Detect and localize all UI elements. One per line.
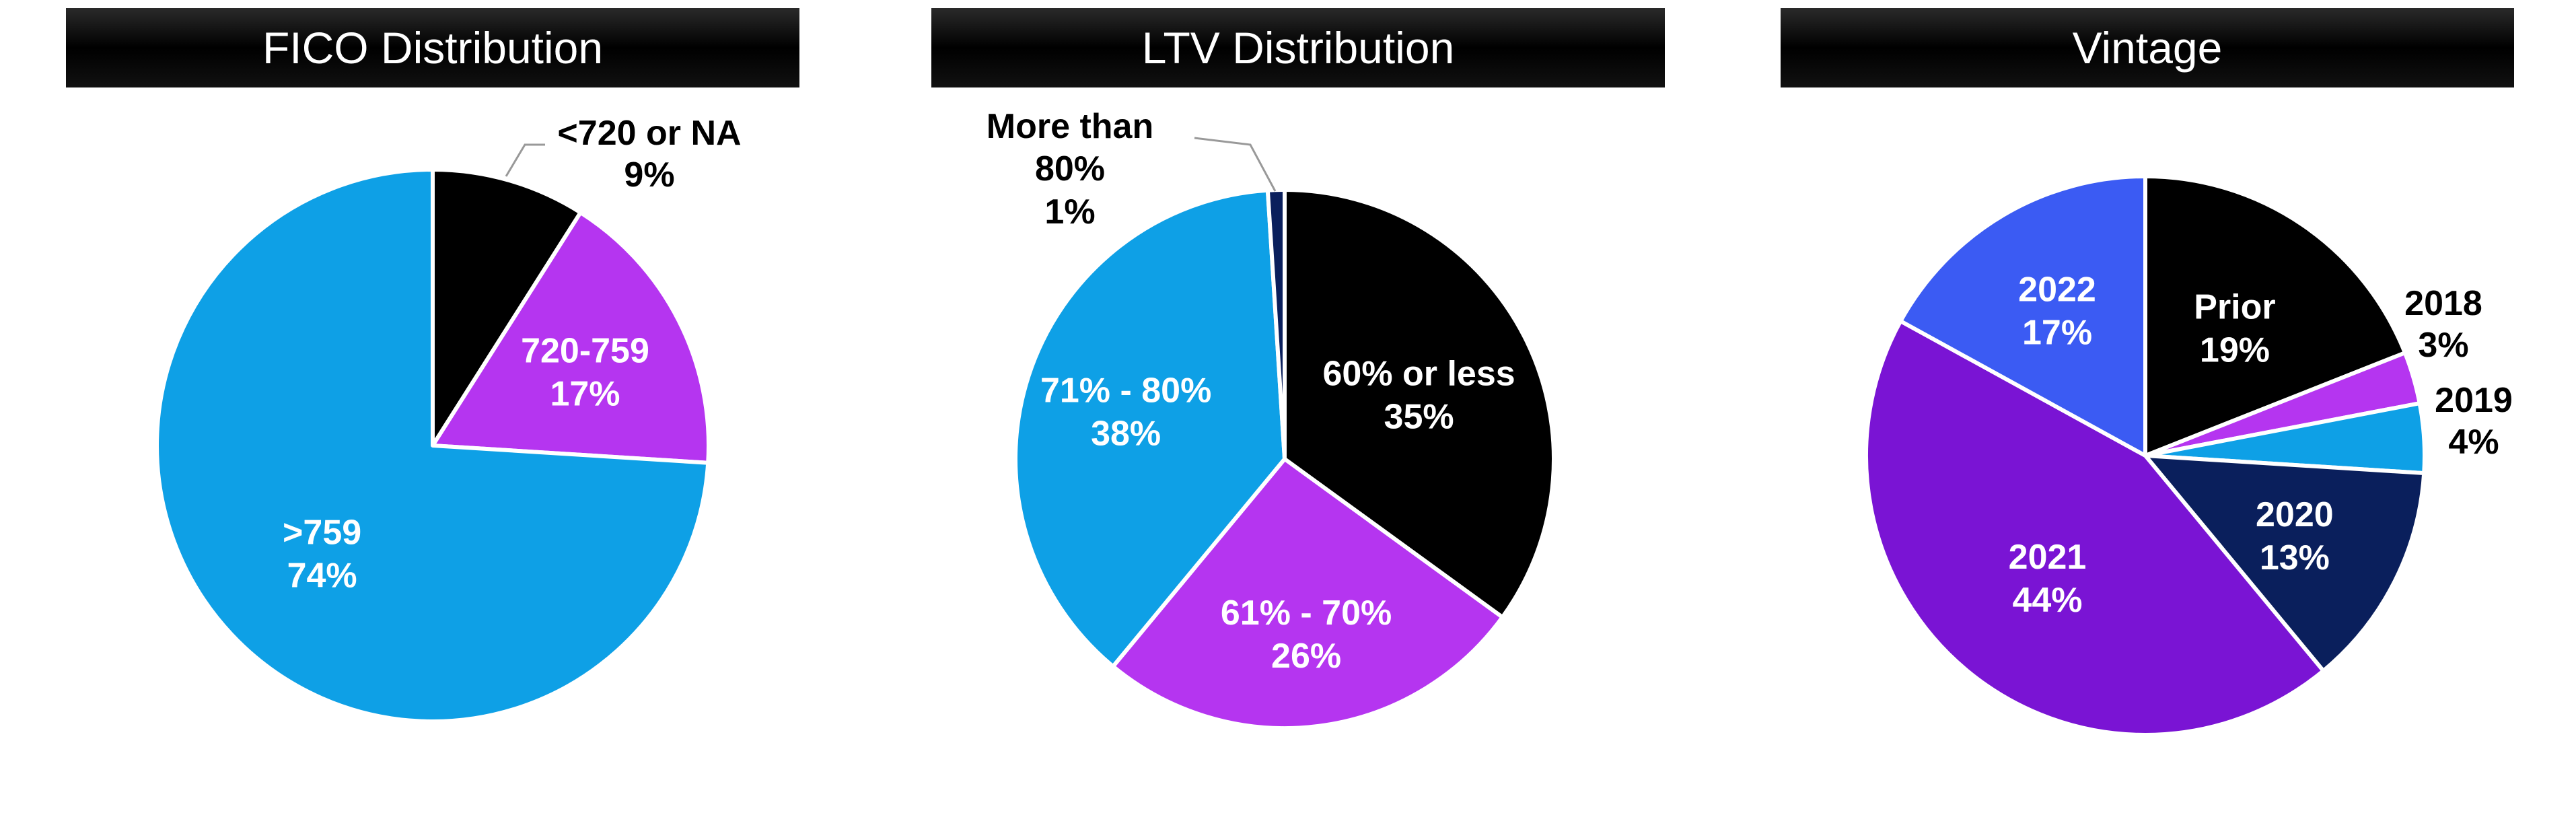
pie-slice-71-80: [1013, 188, 1287, 669]
ltv-chart-title: LTV Distribution: [1142, 23, 1455, 73]
pie-slice-61-70: [1111, 457, 1505, 730]
pie-slice-2020: [2143, 454, 2427, 673]
vintage-title-bar: [1781, 8, 2514, 87]
vintage-chart-title: Vintage: [2073, 23, 2223, 73]
pie-slice-more-than-80: [1265, 188, 1287, 461]
fico-pie: <720 or NA9% 720-759 17% >759 74%: [155, 114, 742, 723]
slice-value-label: 19%: [2200, 330, 2270, 369]
pie-slice-2022: [1898, 174, 2147, 458]
slice-category-label: 80%: [1035, 149, 1105, 188]
slice-value-label: 13%: [2260, 538, 2330, 577]
slice-category-label: 2021: [2009, 538, 2087, 577]
slice-category-label: >759: [283, 513, 361, 552]
slice-category-label: Prior: [2194, 287, 2275, 326]
pie-slice-prior: [2143, 174, 2407, 458]
slice-category-label: 71% - 80%: [1040, 371, 1211, 410]
pie-slice-60-or-less: [1283, 188, 1556, 620]
slice-value-label: 38%: [1091, 414, 1161, 453]
pie-slice-759: [155, 168, 711, 723]
ltv-pie: 60% or less 35% 61% - 70% 26% 71% - 80% 38% Mo…: [987, 107, 1556, 730]
slice-value-label: 26%: [1271, 637, 1341, 676]
fico-chart-title: FICO Distribution: [262, 23, 603, 73]
leader-line: [1194, 137, 1277, 192]
ltv-panel: LTV Distribution 60% or less 35% 61% - 70%…: [931, 8, 1665, 730]
slice-value-label: 44%: [2012, 581, 2082, 620]
slice-value-label: 1%: [1044, 192, 1095, 232]
slice-category-label: 2020: [2256, 495, 2334, 534]
slice-category-label: 720-759: [521, 332, 649, 371]
ltv-title-bar: [931, 8, 1665, 87]
pie-slice-2021: [1864, 319, 2326, 738]
slice-category-label: <720 or NA: [557, 114, 741, 153]
slice-category-label: 2018: [2404, 284, 2482, 323]
slice-value-label: 3%: [2418, 326, 2468, 365]
pie-slice-720-759: [431, 210, 711, 465]
slice-value-label: 74%: [287, 556, 357, 595]
slice-category-label: 60% or less: [1322, 354, 1515, 393]
slice-value-label: 17%: [2022, 314, 2092, 353]
leader-line: [505, 143, 545, 177]
slice-value-label: 9%: [624, 155, 674, 194]
slice-category-label: 2019: [2435, 381, 2513, 420]
slice-value-label: 35%: [1384, 397, 1454, 436]
slice-category-label: 61% - 70%: [1221, 594, 1392, 633]
slice-value-label: 17%: [550, 375, 620, 414]
fico-title-bar: [66, 8, 799, 87]
pie-slice-720-or-na: [431, 168, 583, 448]
fico-panel: FICO Distribution <720 or NA9% 720-759 17%…: [66, 8, 799, 723]
slice-category-label: More than: [987, 107, 1153, 146]
slice-category-label: 2022: [2018, 271, 2096, 310]
slice-value-label: 4%: [2448, 423, 2499, 462]
